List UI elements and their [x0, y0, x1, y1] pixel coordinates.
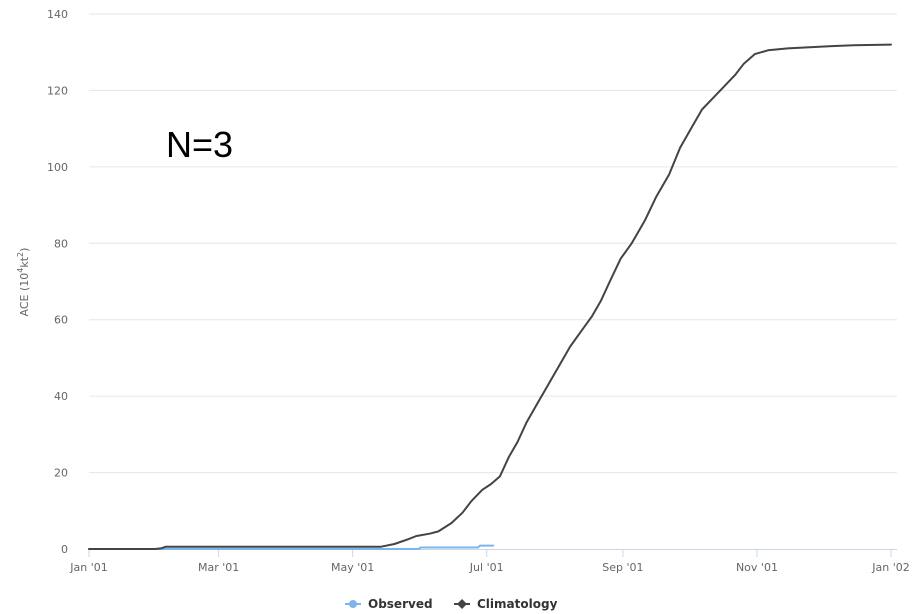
series-lines	[88, 43, 892, 550]
legend-item-climatology[interactable]: Climatology	[454, 597, 558, 611]
y-axis-title-mid: kt	[18, 256, 31, 267]
y-tick-label: 20	[54, 467, 68, 480]
series-line-observed	[88, 544, 495, 550]
y-axis-title-sup1: 4	[16, 268, 25, 273]
annotation-n: N=3	[166, 124, 233, 165]
y-tick-label: 60	[54, 314, 68, 327]
y-tick-label: 120	[47, 84, 68, 97]
x-tick-label: May '01	[331, 561, 374, 574]
legend-marker-circle	[349, 600, 357, 608]
y-axis-title-end: )	[18, 248, 31, 252]
legend-item-observed[interactable]: Observed	[345, 597, 433, 611]
y-tick-label: 80	[54, 237, 68, 250]
x-tick-label: Mar '01	[198, 561, 239, 574]
y-tick-label: 100	[47, 161, 68, 174]
x-tick-label: Jul '01	[469, 561, 504, 574]
y-axis-title-sup2: 2	[16, 252, 25, 257]
x-tick-label: Jan '02	[871, 561, 909, 574]
legend-label-observed: Observed	[368, 597, 433, 611]
y-tick-label: 40	[54, 390, 68, 403]
y-axis-title-main: ACE (10	[18, 273, 31, 317]
x-tick-label: Jan '01	[69, 561, 107, 574]
x-tick-label: Sep '01	[602, 561, 643, 574]
y-tick-label: 0	[61, 543, 68, 556]
legend-label-climatology: Climatology	[477, 597, 558, 611]
gridlines	[89, 13, 897, 474]
y-axis-title: ACE (104kt2)	[16, 248, 31, 317]
y-axis-ticks: 0 20 40 60 80 100 120 140	[47, 8, 68, 556]
legend[interactable]: Observed Climatology	[345, 597, 558, 611]
y-tick-label: 140	[47, 8, 68, 21]
series-line-climatology	[88, 43, 892, 550]
x-axis: Jan '01 Mar '01 May '01 Jul '01 Sep '01 Nov '…	[69, 549, 910, 574]
x-tick-label: Nov '01	[736, 561, 778, 574]
legend-marker-diamond	[457, 599, 467, 609]
